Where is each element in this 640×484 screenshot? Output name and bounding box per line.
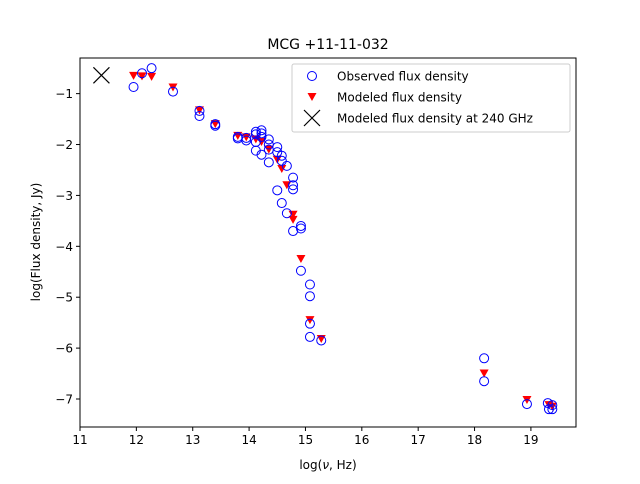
x-tick-label: 19 bbox=[523, 433, 538, 447]
observed-flux-point bbox=[194, 111, 205, 122]
observed-flux-point bbox=[276, 198, 287, 209]
data-marks bbox=[92, 63, 558, 415]
modeled-flux-point bbox=[241, 133, 251, 142]
observed-flux-point bbox=[241, 132, 252, 143]
observed-flux-point bbox=[281, 208, 292, 219]
modeled-flux-point bbox=[129, 71, 139, 80]
x-tick-label: 15 bbox=[298, 433, 313, 447]
observed-flux-point bbox=[250, 126, 261, 137]
legend: Observed flux density Modeled flux densi… bbox=[291, 63, 571, 133]
y-axis-label: log(Flux density, Jy) bbox=[29, 183, 43, 302]
x-axis-ticks: 11 12 13 14 15 16 17 18 19 bbox=[72, 427, 539, 447]
modeled-flux-point bbox=[316, 334, 326, 343]
x-tick-label: 12 bbox=[129, 433, 144, 447]
legend-modeled-label: Modeled flux density bbox=[337, 91, 462, 105]
observed-flux-point bbox=[146, 63, 157, 74]
plot-area-frame bbox=[79, 57, 577, 428]
observed-flux-point bbox=[194, 105, 205, 116]
observed-flux-point bbox=[547, 404, 558, 415]
modeled-flux-point bbox=[256, 137, 266, 146]
modeled-flux-point bbox=[137, 72, 147, 81]
legend-observed-marker bbox=[307, 71, 317, 81]
modeled-flux-point bbox=[264, 145, 274, 154]
x-tick-label: 17 bbox=[411, 433, 426, 447]
y-tick-label: −3 bbox=[55, 189, 73, 203]
observed-flux-point bbox=[304, 318, 315, 329]
observed-flux-point bbox=[288, 172, 299, 183]
observed-flux-point bbox=[276, 155, 287, 166]
observed-flux-point bbox=[256, 128, 267, 139]
observed-flux-point bbox=[263, 134, 274, 145]
y-tick-label: −5 bbox=[55, 291, 73, 305]
legend-240ghz-marker bbox=[303, 109, 321, 127]
observed-flux-point bbox=[288, 184, 299, 195]
legend-frame bbox=[291, 63, 571, 133]
legend-modeled-marker bbox=[307, 93, 317, 101]
modeled-flux-point bbox=[296, 255, 306, 264]
observed-flux-point bbox=[276, 150, 287, 161]
modeled-flux-point bbox=[210, 120, 220, 129]
legend-240ghz-label: Modeled flux density at 240 GHz bbox=[337, 112, 533, 126]
y-tick-label: −7 bbox=[55, 393, 73, 407]
chart-title: MCG +11-11-032 bbox=[267, 37, 388, 53]
observed-flux-point bbox=[263, 157, 274, 168]
observed-flux-point bbox=[210, 120, 221, 131]
observed-flux-point bbox=[256, 149, 267, 160]
observed-flux-point bbox=[241, 135, 252, 146]
y-tick-label: −4 bbox=[55, 240, 73, 254]
observed-flux-point bbox=[128, 82, 139, 93]
modeled-240ghz-point bbox=[92, 66, 110, 84]
observed-flux-point bbox=[316, 335, 327, 346]
y-tick-label: −6 bbox=[55, 342, 73, 356]
observed-flux-point bbox=[137, 68, 147, 79]
observed-flux-point bbox=[168, 86, 178, 97]
observed-flux-point bbox=[256, 125, 267, 136]
observed-flux-point bbox=[272, 142, 283, 153]
observed-flux-point bbox=[281, 160, 292, 171]
y-tick-label: −2 bbox=[55, 138, 73, 152]
x-axis-label: log(ν, Hz) bbox=[299, 458, 356, 472]
observed-flux-point bbox=[304, 331, 315, 342]
x-tick-label: 13 bbox=[185, 433, 200, 447]
observed-flux-point bbox=[295, 265, 306, 276]
modeled-flux-point bbox=[251, 135, 261, 144]
modeled-flux-point bbox=[147, 72, 157, 81]
observed-flux-point bbox=[521, 399, 532, 410]
modeled-flux-point bbox=[288, 210, 298, 219]
observed-flux-point bbox=[479, 353, 490, 364]
modeled-flux-point bbox=[194, 106, 204, 115]
x-tick-label: 18 bbox=[467, 433, 482, 447]
observed-flux-point bbox=[272, 185, 283, 196]
observed-flux-point bbox=[256, 131, 267, 142]
y-axis-ticks: −1 −2 −3 −4 −5 −6 −7 bbox=[55, 87, 80, 407]
observed-flux-point bbox=[295, 223, 306, 234]
x-tick-label: 14 bbox=[241, 433, 256, 447]
x-tick-label: 11 bbox=[72, 433, 87, 447]
y-tick-label: −1 bbox=[55, 87, 73, 101]
modeled-flux-point bbox=[288, 215, 298, 224]
observed-flux-point bbox=[479, 376, 490, 387]
x-tick-label: 16 bbox=[354, 433, 369, 447]
observed-flux-point bbox=[304, 279, 315, 290]
observed-flux-point bbox=[295, 220, 306, 231]
observed-flux-point bbox=[547, 400, 558, 411]
modeled-flux-point bbox=[277, 164, 287, 173]
observed-flux-point bbox=[304, 291, 315, 302]
modeled-flux-point bbox=[479, 369, 489, 378]
legend-observed-label: Observed flux density bbox=[337, 70, 469, 84]
modeled-flux-point bbox=[233, 131, 243, 140]
observed-flux-point bbox=[288, 180, 299, 191]
modeled-flux-point bbox=[305, 316, 315, 325]
